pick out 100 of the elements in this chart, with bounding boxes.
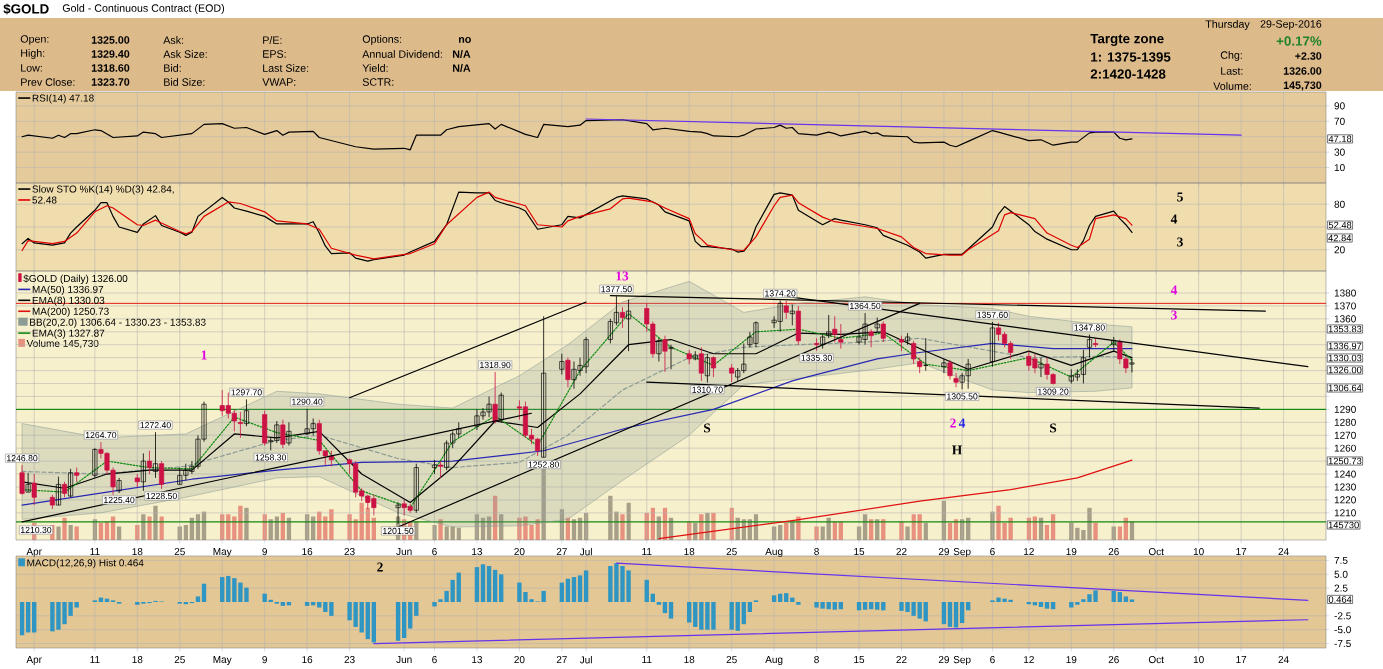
annotation: 1374.20	[765, 290, 796, 297]
x-tick-label: 11	[642, 548, 652, 555]
y-tick-label: 1270	[1334, 431, 1356, 439]
x-tick-label: Sep	[953, 656, 971, 666]
annotation: 1357.60	[977, 311, 1008, 318]
x-tick-label: 15	[854, 656, 865, 664]
annotation: 5	[1177, 192, 1183, 202]
annotation: 1	[201, 350, 207, 360]
y-tick-label: 20	[1334, 246, 1345, 254]
text: 1306.64	[1328, 384, 1362, 392]
x-tick-label: Apr	[26, 548, 42, 557]
chart-subtitle: Gold - Continuous Contract (EOD)	[62, 4, 225, 14]
annotation: 13	[616, 271, 629, 281]
text: Thursday	[1205, 20, 1250, 30]
x-tick-label: 6	[432, 548, 437, 556]
annotation: 1201.50	[383, 527, 414, 534]
annotation: 1246.80	[7, 455, 38, 462]
text: 145,730	[1283, 81, 1322, 91]
annotation: 1297.70	[231, 389, 262, 396]
x-tick-label: 25	[726, 548, 737, 556]
x-tick-label: 11	[90, 656, 100, 663]
x-tick-label: 22	[896, 656, 907, 664]
x-tick-label: 25	[174, 548, 185, 556]
text: +0.17%	[1276, 36, 1322, 46]
annotation: 1264.70	[85, 431, 117, 439]
x-tick-label: 15	[854, 548, 865, 556]
text: Targte zone	[1090, 33, 1164, 46]
x-tick-label: 17	[1236, 548, 1247, 555]
legend-label: MA(50) 1336.97	[32, 285, 104, 295]
y-tick-label: 1240	[1334, 470, 1356, 478]
x-tick-label: 11	[642, 656, 652, 663]
y-tick-label: 7.5	[1334, 556, 1348, 564]
x-tick-label: 25	[726, 656, 737, 664]
annotation: S	[704, 423, 711, 433]
legend-label: Slow STO %K(14) %D(3) 42.84,	[32, 185, 174, 195]
annotation: 47.18	[1328, 135, 1352, 143]
x-tick-label: Sep	[953, 548, 971, 558]
x-tick-label: 12	[1024, 548, 1034, 556]
x-tick-label: 13	[472, 656, 483, 664]
annotation: 52.48	[1328, 221, 1352, 229]
x-tick-label: 10	[1193, 548, 1204, 556]
text: Low:	[21, 64, 42, 72]
y-tick-label: 1210	[1334, 509, 1356, 517]
x-tick-label: 18	[684, 548, 695, 556]
annotation: 1364.50	[850, 302, 881, 310]
y-tick-label: 1380	[1334, 289, 1356, 297]
legend-label: MACD(12,26,9) Hist 0.464	[27, 559, 144, 569]
x-tick-label: 24	[1278, 656, 1289, 664]
annotation: 1258.30	[255, 454, 287, 461]
y-tick-label: 2.5	[1334, 584, 1348, 592]
x-tick-label: Apr	[26, 656, 42, 665]
x-tick-label: Oct	[1148, 656, 1164, 664]
y-tick-label: 1290	[1334, 405, 1356, 413]
annotation: 1290.40	[292, 398, 323, 405]
annotation: 1228.50	[146, 492, 177, 500]
annotation: 0.464	[1328, 596, 1352, 603]
x-tick-label: 8	[814, 548, 819, 556]
text: High:	[21, 49, 45, 59]
y-tick-label: 5.0	[1334, 570, 1348, 578]
y-tick-label: 1280	[1334, 418, 1356, 426]
text: 145730	[1328, 521, 1359, 529]
x-tick-label: 23	[344, 548, 355, 556]
text: Options:	[362, 35, 402, 45]
y-tick-label: -5.0	[1334, 626, 1351, 634]
text: 1330.03	[1328, 354, 1362, 362]
text: 42.84	[1328, 234, 1352, 242]
annotation: 3	[1177, 237, 1183, 247]
annotation: 1347.80	[1074, 324, 1105, 331]
text: Annual Dividend:	[362, 50, 442, 58]
legend-label: RSI(14) 47.18	[32, 94, 94, 104]
text: Prev Close:	[21, 78, 75, 86]
x-tick-label: Aug	[765, 656, 783, 665]
text: 29-Sep-2016	[1260, 20, 1322, 30]
annotation: 3	[1171, 310, 1177, 320]
annotation: 1272.40	[140, 422, 171, 429]
y-tick-label: 1360	[1334, 315, 1356, 323]
y-tick-label: 70	[1334, 117, 1345, 125]
text: Volume:	[1213, 82, 1251, 90]
x-tick-label: 27	[556, 548, 567, 556]
x-tick-label: 16	[302, 656, 313, 664]
legend-label: MA(200) 1250.73	[32, 307, 109, 317]
y-tick-label: 1220	[1334, 496, 1356, 504]
x-tick-label: May	[213, 656, 232, 665]
legend-label: BB(20,2.0) 1306.64 - 1330.23 - 1353.83	[30, 318, 206, 328]
legend-label: EMA(3) 1327.87	[32, 329, 105, 339]
text: Open:	[20, 35, 49, 45]
x-tick-label: 6	[990, 548, 995, 556]
text: no	[458, 37, 471, 43]
annotation: 2	[950, 418, 956, 428]
x-tick-label: 10	[1193, 656, 1204, 664]
annotation: H	[952, 445, 962, 455]
x-tick-label: 6	[990, 656, 995, 664]
annotation: 1305.50	[947, 393, 978, 400]
x-tick-label: May	[213, 548, 232, 557]
annotation: 1225.40	[104, 496, 135, 504]
x-tick-label: 23	[344, 656, 355, 664]
x-tick-label: 29	[938, 656, 950, 664]
x-tick-label: 12	[1024, 656, 1034, 664]
x-tick-label: 6	[432, 656, 437, 664]
text: Ask:	[163, 36, 184, 44]
